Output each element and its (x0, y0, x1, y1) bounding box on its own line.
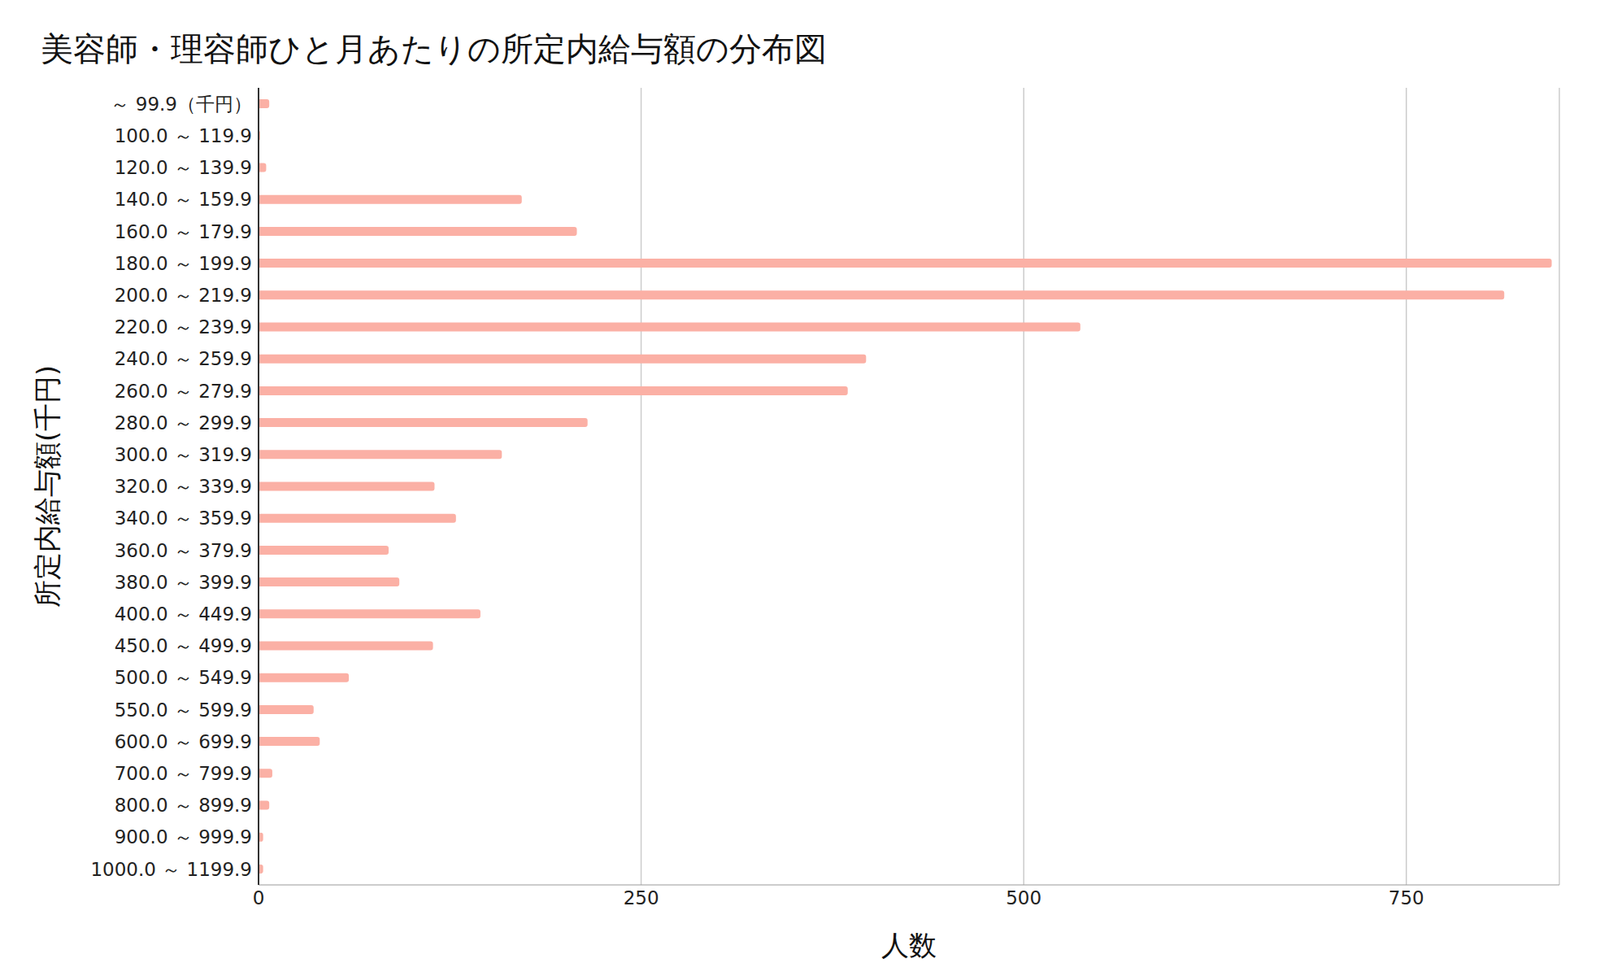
svg-text:220.0 ～ 239.9: 220.0 ～ 239.9 (114, 316, 253, 338)
svg-text:～ 99.9（千円）: ～ 99.9（千円） (110, 93, 253, 115)
svg-text:人数: 人数 (881, 928, 937, 961)
svg-text:300.0 ～ 319.9: 300.0 ～ 319.9 (114, 443, 253, 466)
svg-text:200.0 ～ 219.9: 200.0 ～ 219.9 (114, 284, 253, 306)
svg-text:180.0 ～ 199.9: 180.0 ～ 199.9 (114, 252, 253, 274)
svg-text:所定内給与額(千円): 所定内給与額(千円) (30, 365, 64, 609)
svg-text:550.0 ～ 599.9: 550.0 ～ 599.9 (114, 699, 253, 721)
svg-text:260.0 ～ 279.9: 260.0 ～ 279.9 (114, 380, 253, 402)
svg-text:450.0 ～ 499.9: 450.0 ～ 499.9 (114, 634, 253, 657)
svg-text:100.0 ～ 119.9: 100.0 ～ 119.9 (114, 125, 253, 147)
svg-text:0: 0 (252, 886, 266, 909)
svg-text:360.0 ～ 379.9: 360.0 ～ 379.9 (114, 539, 253, 561)
svg-text:400.0 ～ 449.9: 400.0 ～ 449.9 (114, 603, 253, 625)
svg-text:600.0 ～ 699.9: 600.0 ～ 699.9 (114, 730, 253, 753)
svg-text:240.0 ～ 259.9: 240.0 ～ 259.9 (114, 347, 253, 370)
svg-text:340.0 ～ 359.9: 340.0 ～ 359.9 (114, 507, 253, 529)
svg-text:120.0 ～ 139.9: 120.0 ～ 139.9 (114, 156, 253, 179)
svg-text:700.0 ～ 799.9: 700.0 ～ 799.9 (114, 762, 253, 784)
html-text:美容師・理容師ひと月あたりの所定内給与額の分布図: 美容師・理容師ひと月あたりの所定内給与額の分布図 (40, 30, 827, 68)
svg-text:500: 500 (1005, 886, 1042, 909)
svg-text:160.0 ～ 179.9: 160.0 ～ 179.9 (114, 221, 253, 243)
svg-text:500.0 ～ 549.9: 500.0 ～ 549.9 (114, 666, 253, 688)
svg-text:1000.0 ～ 1199.9: 1000.0 ～ 1199.9 (90, 858, 253, 880)
svg-text:750: 750 (1388, 886, 1425, 909)
svg-text:800.0 ～ 899.9: 800.0 ～ 899.9 (114, 794, 253, 816)
svg-text:320.0 ～ 339.9: 320.0 ～ 339.9 (114, 475, 253, 497)
svg-text:140.0 ～ 159.9: 140.0 ～ 159.9 (114, 188, 253, 210)
svg-text:900.0 ～ 999.9: 900.0 ～ 999.9 (114, 826, 253, 848)
svg-text:380.0 ～ 399.9: 380.0 ～ 399.9 (114, 571, 253, 593)
svg-text:250: 250 (623, 886, 660, 909)
svg-text:280.0 ～ 299.9: 280.0 ～ 299.9 (114, 412, 253, 434)
